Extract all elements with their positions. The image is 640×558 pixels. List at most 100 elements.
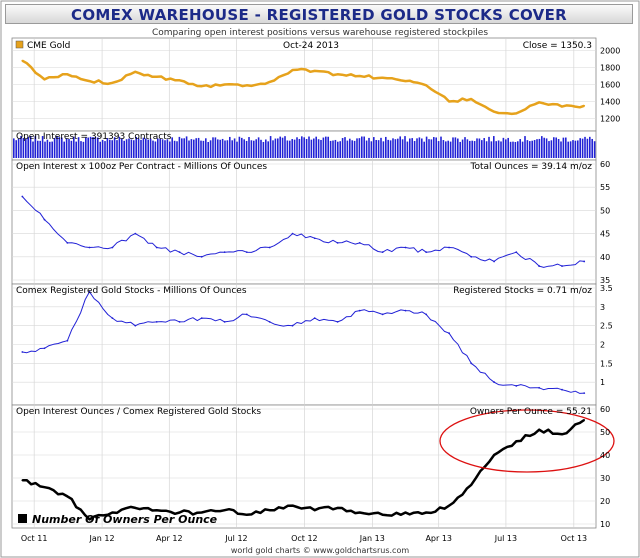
oi-bar [56, 136, 58, 158]
oi-bar [430, 139, 433, 158]
oi-bar [94, 136, 97, 158]
oi-bar [543, 137, 545, 158]
data-point [291, 69, 294, 71]
oi-bar [365, 140, 368, 158]
data-point [178, 79, 181, 82]
series-line [21, 196, 585, 268]
panel-label: Open Interest = 391393 Contracts [16, 132, 172, 142]
oi-bar [545, 138, 548, 158]
data-point [448, 100, 450, 103]
oi-bar [514, 141, 517, 158]
oi-bar [161, 139, 164, 158]
oi-bar [493, 136, 495, 158]
chart-panel-2 [12, 163, 596, 281]
oi-bar [262, 141, 265, 158]
oi-bar [212, 137, 214, 158]
oi-bar [46, 139, 49, 158]
data-point [358, 241, 361, 244]
oi-bar [265, 139, 267, 158]
oi-bar [512, 141, 514, 158]
oi-bar [219, 139, 221, 158]
x-tick-label: Jul 12 [224, 534, 247, 543]
panel-label: Comex Registered Gold Stocks - Millions … [16, 286, 247, 296]
oi-bar [421, 138, 423, 158]
y-tick-label: 1200 [600, 115, 620, 124]
oi-bar [447, 140, 449, 158]
oi-bar [277, 138, 279, 158]
oi-bar [327, 136, 329, 158]
y-tick-label: 60 [600, 160, 610, 169]
oi-bar [411, 138, 413, 158]
oi-bar [118, 136, 121, 158]
oi-bar [104, 141, 106, 158]
oi-bar [173, 140, 176, 158]
oi-bar [507, 137, 509, 158]
x-tick-label: Oct 12 [291, 534, 318, 543]
chart-panel-3 [12, 287, 596, 394]
data-point [381, 251, 384, 254]
panel-label: Open Interest Ounces / Comex Registered … [16, 407, 261, 417]
data-point [381, 513, 384, 516]
oi-bar [392, 138, 394, 158]
data-point [268, 321, 271, 323]
oi-bar [361, 136, 363, 158]
data-point [425, 511, 428, 514]
oi-bar [505, 139, 507, 158]
data-point [313, 509, 316, 512]
data-point [336, 321, 339, 323]
oi-bar [15, 140, 17, 158]
data-point [291, 504, 294, 507]
data-point [245, 84, 248, 87]
oi-bar [320, 139, 322, 158]
oi-bar [166, 139, 169, 158]
data-point [538, 101, 541, 104]
y-tick-label: 1 [600, 378, 605, 387]
oi-bar [13, 138, 15, 158]
oi-bar [92, 137, 94, 158]
data-point [515, 385, 518, 387]
oi-bar [22, 137, 25, 158]
oi-bar [183, 138, 185, 158]
oi-bar [394, 139, 397, 158]
oi-bar [106, 138, 109, 158]
data-point [493, 381, 496, 384]
oi-bar [197, 137, 200, 158]
oi-bar [231, 140, 233, 158]
oi-bar [154, 141, 157, 158]
data-point [43, 486, 46, 489]
y-tick-label: 1.5 [600, 359, 613, 368]
chart-subtitle: Comparing open interest positions versus… [152, 28, 488, 38]
data-point [268, 246, 271, 249]
oi-bar [442, 140, 445, 158]
oi-bar [457, 138, 459, 158]
oi-bar [308, 136, 310, 158]
oi-bar [363, 136, 365, 158]
oi-bar [353, 140, 356, 158]
data-point [470, 255, 473, 258]
oi-bar [17, 138, 20, 158]
data-point [313, 237, 316, 240]
data-point [21, 351, 24, 353]
oi-bar [478, 138, 481, 158]
oi-bar [368, 137, 370, 158]
oi-bar [586, 138, 589, 158]
oi-bar [101, 139, 104, 158]
oi-bar [272, 140, 274, 158]
oi-bar [553, 137, 555, 158]
x-tick-label: Jul 13 [494, 534, 517, 543]
data-point [404, 80, 407, 82]
data-point [155, 75, 158, 78]
x-tick-label: Jan 13 [359, 534, 385, 543]
oi-bar [317, 139, 320, 158]
oi-bar [341, 138, 344, 158]
oi-bar [305, 138, 308, 158]
y-tick-label: 1600 [600, 81, 620, 90]
oi-bar [584, 136, 586, 158]
oi-bar [99, 141, 101, 158]
data-point [358, 75, 361, 77]
data-point [21, 59, 24, 62]
data-point [448, 332, 450, 335]
oi-bar [185, 136, 188, 158]
oi-bar [310, 139, 313, 158]
y-tick-label: 2000 [600, 47, 620, 56]
